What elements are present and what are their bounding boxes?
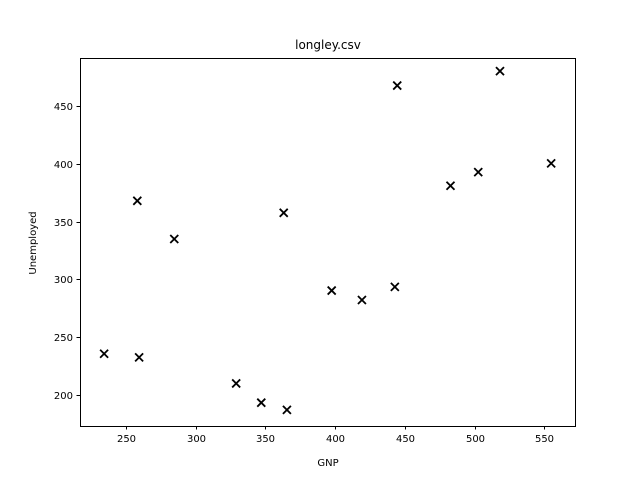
x-tick-label: 450 [396, 434, 415, 445]
data-point-marker [282, 405, 292, 415]
data-point-marker [473, 167, 483, 177]
y-tick-label: 200 [54, 391, 73, 402]
x-axis-title: GNP [317, 458, 338, 469]
y-tick-label: 300 [54, 275, 73, 286]
x-tick-label: 500 [466, 434, 485, 445]
x-tick-label: 250 [117, 434, 136, 445]
data-point-marker [99, 349, 109, 359]
data-point-marker [169, 234, 179, 244]
data-point-marker [495, 66, 505, 76]
data-point-marker [546, 158, 556, 168]
y-axis-title: Unemployed [28, 211, 39, 274]
x-tick-label: 550 [535, 434, 554, 445]
data-point-marker [134, 352, 144, 362]
x-tick-label: 350 [256, 434, 275, 445]
y-tick-label: 400 [54, 160, 73, 171]
data-points [99, 66, 556, 415]
data-point-marker [357, 295, 367, 305]
axis-ticks: 250 300 350 400 450 500 550 200 250 300 350 400 450 [54, 102, 554, 445]
plot-area-frame [80, 58, 576, 427]
data-point-marker [390, 282, 400, 292]
chart-title: longley.csv [295, 38, 361, 52]
data-point-marker [445, 181, 456, 191]
y-tick-label: 450 [54, 102, 73, 113]
data-point-marker [327, 285, 337, 296]
data-point-marker [231, 378, 241, 389]
data-point-marker [279, 208, 289, 218]
y-tick-label: 250 [54, 333, 73, 344]
x-tick-label: 400 [326, 434, 345, 445]
x-tick-label: 300 [187, 434, 206, 445]
data-point-marker [392, 80, 402, 91]
y-tick-label: 350 [54, 218, 73, 229]
data-point-marker [256, 398, 266, 408]
data-point-marker [132, 196, 142, 206]
